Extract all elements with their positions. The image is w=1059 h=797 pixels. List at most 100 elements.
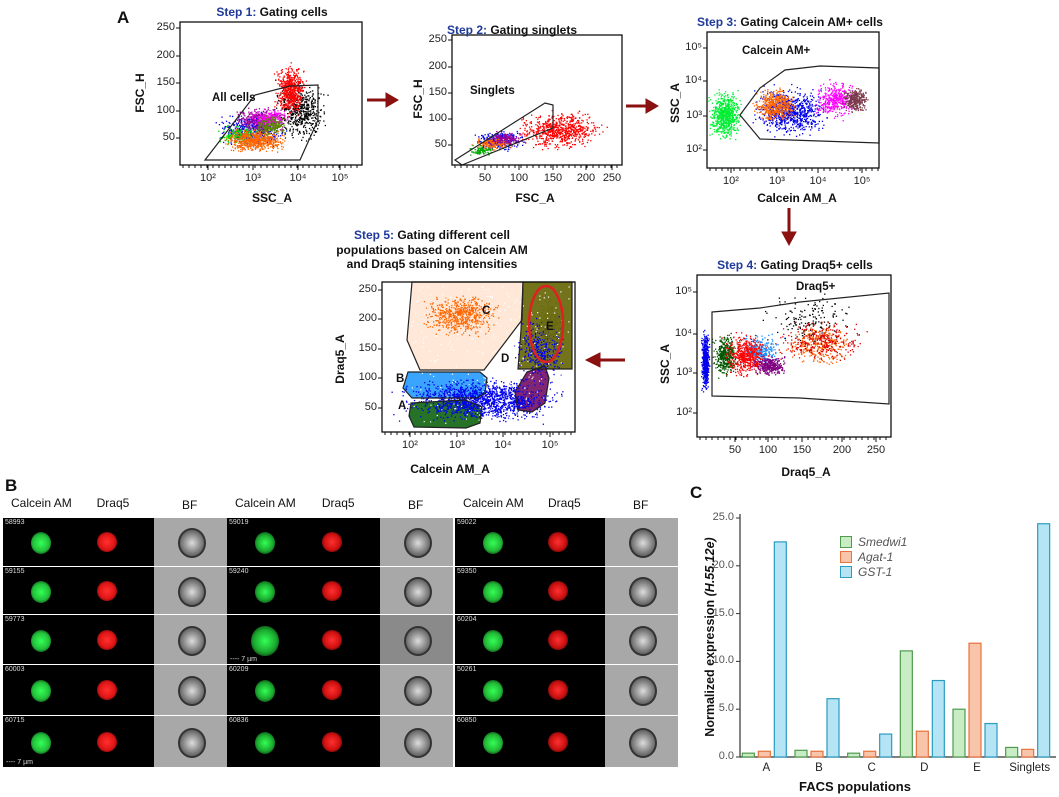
event-dot bbox=[274, 136, 276, 138]
event-dot bbox=[268, 139, 270, 141]
event-dot bbox=[267, 138, 269, 140]
event-dot bbox=[559, 125, 561, 127]
event-dot bbox=[311, 117, 313, 119]
event-dot bbox=[245, 128, 248, 130]
event-dot bbox=[239, 137, 241, 139]
event-dot bbox=[301, 89, 303, 92]
event-dot bbox=[543, 131, 545, 133]
event-dot bbox=[274, 144, 276, 146]
event-dot bbox=[564, 139, 566, 141]
event-dot bbox=[295, 89, 297, 91]
event-dot bbox=[255, 126, 257, 128]
event-dot bbox=[270, 120, 272, 122]
event-dot bbox=[545, 120, 547, 123]
event-dot bbox=[496, 133, 498, 135]
event-dot bbox=[264, 118, 266, 120]
event-dot bbox=[475, 152, 477, 154]
event-dot bbox=[271, 127, 273, 129]
event-dot bbox=[560, 140, 562, 142]
event-dot bbox=[478, 136, 480, 138]
event-dot bbox=[561, 137, 563, 139]
event-dot bbox=[232, 132, 234, 134]
event-dot bbox=[250, 140, 252, 142]
event-dot bbox=[716, 116, 718, 118]
event-dot bbox=[554, 125, 556, 127]
event-dot bbox=[258, 139, 260, 141]
event-dot bbox=[277, 73, 279, 75]
event-dot bbox=[501, 134, 503, 136]
event-dot bbox=[275, 125, 278, 127]
event-dot bbox=[299, 103, 301, 106]
event-dot bbox=[523, 141, 525, 143]
event-dot bbox=[307, 104, 310, 107]
event-dot bbox=[269, 127, 271, 129]
event-dot bbox=[254, 140, 257, 143]
event-dot bbox=[279, 124, 281, 126]
event-dot bbox=[250, 120, 252, 122]
event-dot bbox=[300, 100, 302, 102]
event-dot bbox=[310, 91, 312, 93]
event-dot bbox=[584, 127, 586, 130]
event-dot bbox=[543, 126, 545, 128]
event-dot bbox=[541, 125, 544, 127]
event-dot bbox=[570, 125, 573, 128]
event-dot bbox=[281, 69, 283, 71]
event-dot bbox=[555, 134, 558, 136]
event-dot bbox=[318, 122, 320, 124]
event-dot bbox=[237, 141, 239, 143]
event-dot bbox=[302, 117, 304, 119]
event-dot bbox=[721, 122, 723, 124]
event-dot bbox=[263, 137, 265, 139]
event-dot bbox=[549, 134, 551, 137]
event-dot bbox=[307, 111, 310, 113]
event-dot bbox=[719, 113, 721, 115]
event-dot bbox=[501, 142, 503, 144]
event-dot bbox=[237, 150, 240, 152]
event-dot bbox=[258, 136, 260, 138]
event-dot bbox=[309, 97, 311, 99]
event-dot bbox=[296, 119, 298, 121]
event-dot bbox=[542, 125, 544, 127]
event-dot bbox=[270, 141, 272, 143]
event-dot bbox=[482, 151, 484, 153]
event-dot bbox=[490, 138, 492, 140]
event-dot bbox=[738, 108, 740, 110]
event-dot bbox=[573, 131, 575, 133]
event-dot bbox=[724, 132, 726, 134]
event-dot bbox=[578, 128, 580, 130]
event-dot bbox=[296, 69, 298, 71]
event-dot bbox=[526, 123, 528, 126]
event-dot bbox=[590, 130, 592, 132]
event-dot bbox=[539, 116, 541, 118]
event-dot bbox=[266, 129, 268, 131]
event-dot bbox=[300, 90, 302, 92]
event-dot bbox=[268, 127, 270, 129]
event-dot bbox=[254, 129, 257, 131]
event-dot bbox=[301, 139, 303, 141]
event-dot bbox=[287, 93, 290, 95]
event-dot bbox=[542, 133, 544, 135]
event-dot bbox=[316, 115, 318, 117]
event-dot bbox=[297, 69, 299, 71]
event-dot bbox=[262, 110, 264, 112]
event-dot bbox=[261, 119, 263, 121]
event-dot bbox=[234, 138, 236, 140]
event-dot bbox=[474, 151, 476, 153]
event-dot bbox=[289, 91, 292, 94]
event-dot bbox=[510, 136, 512, 139]
event-dot bbox=[539, 130, 541, 132]
event-dot bbox=[283, 92, 285, 94]
event-dot bbox=[280, 126, 282, 128]
event-dot bbox=[296, 123, 298, 125]
event-dot bbox=[268, 132, 270, 134]
event-dot bbox=[277, 118, 279, 120]
event-dot bbox=[721, 104, 723, 106]
event-dot bbox=[251, 121, 253, 123]
event-dot bbox=[297, 95, 300, 97]
event-dot bbox=[278, 123, 280, 125]
event-dot bbox=[259, 149, 262, 152]
event-dot bbox=[283, 119, 286, 122]
event-dot bbox=[291, 133, 293, 135]
event-dot bbox=[299, 91, 301, 93]
event-dot bbox=[287, 119, 289, 121]
